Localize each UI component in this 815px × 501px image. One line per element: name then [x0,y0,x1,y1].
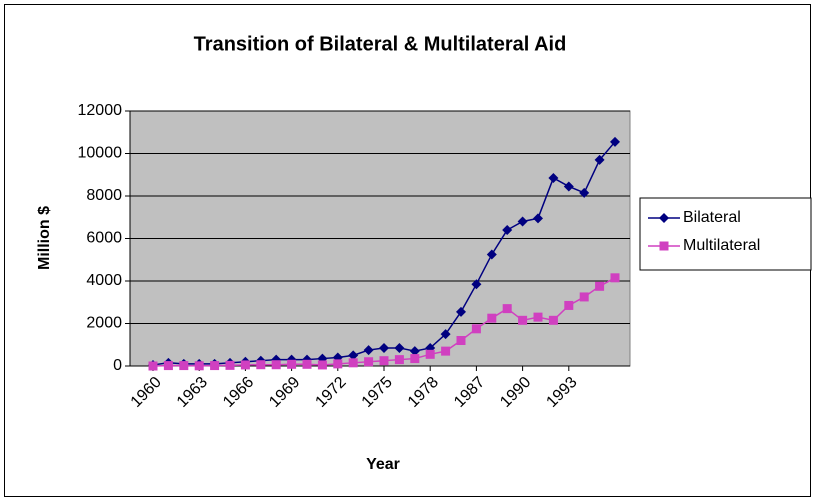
y-tick-label: 12000 [78,102,123,119]
marker [610,273,620,283]
marker [563,181,574,192]
marker [610,136,620,147]
marker [287,359,297,369]
series [148,273,620,371]
marker [379,342,389,353]
marker [394,355,404,365]
marker [548,172,559,183]
legend-label: Multilateral [683,237,760,254]
marker [456,336,466,345]
marker [502,225,513,235]
marker [659,241,669,251]
marker [194,361,204,371]
marker [394,342,405,353]
marker [409,346,420,357]
marker [379,356,389,366]
y-tick-label: 0 [113,357,122,374]
marker [317,360,327,370]
marker [364,357,374,367]
y-tick-label: 10000 [78,145,123,162]
y-tick-label: 4000 [86,272,122,289]
marker [595,281,605,291]
marker [471,324,481,334]
marker [148,361,158,371]
y-tick-label: 6000 [86,230,122,247]
chart-title: Transition of Bilateral & Multilateral A… [194,33,567,55]
marker [333,359,343,369]
marker [579,187,590,198]
marker [225,360,235,370]
marker [410,354,420,364]
x-axis-label: Year [366,456,400,473]
marker [533,213,543,224]
marker [471,279,482,290]
marker [487,313,497,323]
marker [441,346,451,356]
marker [271,360,281,370]
marker [425,349,435,359]
marker [363,345,374,356]
marker [163,361,173,371]
marker [179,361,189,371]
marker [548,315,558,325]
legend-box [639,197,812,271]
marker [564,300,574,310]
marker [240,360,250,370]
marker [486,249,497,260]
marker [659,213,669,223]
marker [348,358,358,368]
marker [579,292,589,302]
marker [518,315,528,325]
marker [456,306,466,317]
marker [256,360,266,370]
y-tick-label: 2000 [86,315,122,332]
marker [210,361,220,371]
marker [302,359,312,369]
y-tick-label: 8000 [86,187,122,204]
y-axis-label: Million $ [36,206,53,270]
marker [517,216,528,227]
marker [533,312,543,322]
marker [348,350,359,361]
marker [594,154,605,165]
marker [440,329,451,340]
marker [502,304,512,314]
legend-label: Bilateral [683,209,741,226]
